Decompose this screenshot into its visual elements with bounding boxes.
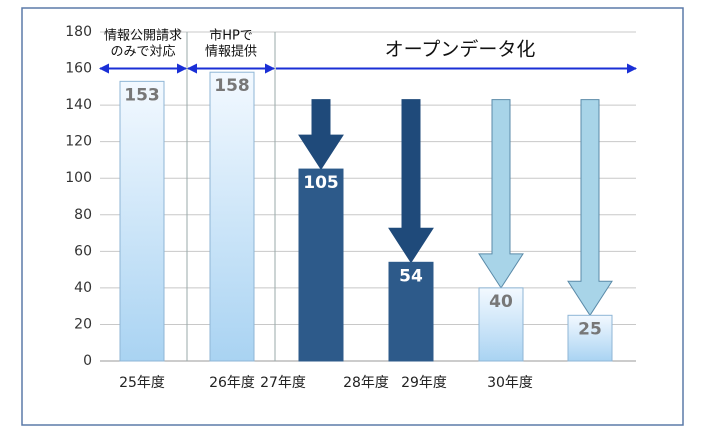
bar [119,80,165,362]
y-tick-label: 100 [65,170,92,186]
annotation: 情報提供 [205,44,257,60]
bar [478,287,524,362]
y-tick-label: 0 [83,353,92,369]
value-label: 105 [303,173,339,193]
y-tick-label: 180 [65,24,92,40]
y-tick-label: 20 [74,316,92,332]
value-label: 153 [124,85,160,105]
y-tick-label: 60 [74,243,92,259]
down-arrow [298,99,344,171]
value-label: 40 [489,292,513,312]
annotation: 市HPで [209,28,253,44]
annotation: のみで対応 [110,45,175,60]
bar [298,168,344,362]
y-tick-label: 160 [65,61,92,77]
y-tick-label: 80 [74,207,92,223]
down-arrow [567,99,613,317]
y-tick-label: 40 [74,280,92,296]
y-tick-label: 140 [65,97,92,113]
x-tick-label: 25年度 [119,375,165,391]
bar [388,261,434,362]
annotation: 情報公開請求 [104,29,182,44]
y-tick-label: 120 [65,134,92,150]
value-label: 54 [399,266,423,286]
value-label: 25 [578,319,602,339]
x-tick-label: 28年度 [343,375,389,391]
x-tick-label: 26年度 [209,375,255,391]
down-arrow [388,99,434,264]
x-tick-label: 27年度 [260,375,306,391]
x-tick-label: 29年度 [401,375,447,391]
x-tick-label: 30年度 [487,375,533,391]
bar [209,71,255,362]
annotation: オープンデータ化 [385,39,536,61]
down-arrow [478,99,524,289]
value-label: 158 [214,76,250,96]
bar [567,314,613,362]
